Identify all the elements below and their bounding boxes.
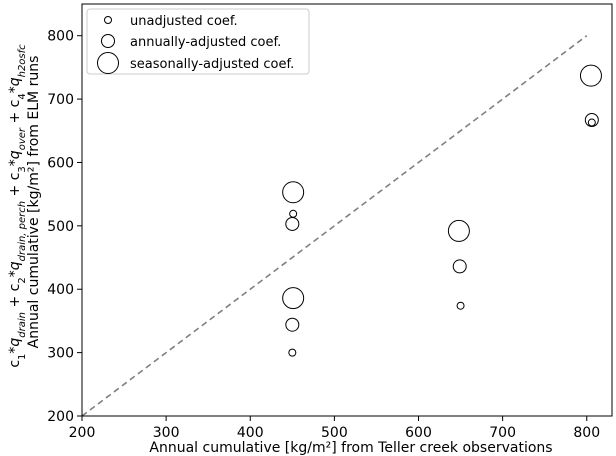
legend-box [86,8,310,75]
y-axis-ticks: 200 300 400 500 600 700 800 [47,29,82,425]
point-series-2-2 [447,219,470,242]
legend-marker-2 [97,52,119,74]
legend-label-0: unadjusted coef. [130,14,238,29]
y-tick-label: 800 [47,29,74,45]
legend-marker-1 [101,34,115,48]
data-marks [282,64,602,357]
x-tick-label: 200 [69,425,96,441]
legend: unadjusted coef. annually-adjusted coef. s… [86,8,310,75]
legend-marker-0 [104,16,112,24]
point-series-0-0 [288,348,297,357]
legend-label-1: annually-adjusted coef. [130,35,281,50]
x-tick-label: 800 [573,425,600,441]
x-axis-label: Annual cumulative [kg/m²] from Teller cr… [149,440,552,456]
point-series-0-1 [289,209,298,218]
plot-area [81,35,588,417]
y-tick-label: 400 [47,282,74,298]
x-tick-label: 400 [237,425,264,441]
y-axis-label-description: Annual cumulative [kg/m²] from ELM runs [26,56,42,349]
y-tick-label: 700 [47,92,74,108]
axes-frame [81,3,613,417]
point-series-0-2 [456,301,465,310]
point-series-2-0 [282,287,305,310]
y-axis-label: c1*qdrain + c2*qdrain, perch + c3*qover … [7,44,42,368]
point-series-1-0 [285,317,300,332]
x-axis-ticks: 200 300 400 500 600 700 800 [69,416,600,441]
one-to-one-line [81,35,588,417]
x-tick-label: 700 [489,425,516,441]
point-series-2-1 [282,181,305,204]
point-series-0-3 [587,118,596,127]
point-series-1-3 [584,112,599,127]
y-tick-label: 300 [47,346,74,362]
x-tick-label: 300 [153,425,180,441]
x-tick-label: 600 [405,425,432,441]
point-series-1-1 [285,216,300,231]
y-axis-label-formula: c1*qdrain + c2*qdrain, perch + c3*qover … [7,44,28,368]
y-tick-label: 600 [47,155,74,171]
legend-label-2: seasonally-adjusted coef. [130,57,294,72]
y-tick-label: 500 [47,219,74,235]
y-tick-label: 200 [47,409,74,425]
x-tick-label: 500 [321,425,348,441]
point-series-1-2 [452,259,467,274]
point-series-2-3 [579,64,602,87]
